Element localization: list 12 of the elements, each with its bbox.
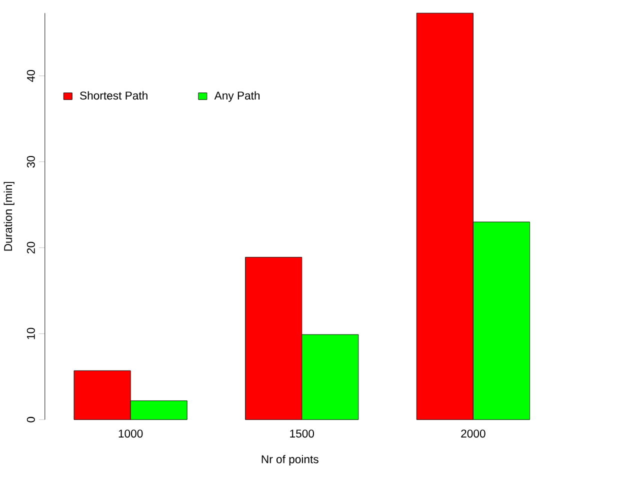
y-tick-label: 0: [26, 417, 35, 423]
legend-label: Any Path: [214, 92, 260, 102]
x-tick-label: 2000: [461, 430, 486, 438]
y-tick-label: 20: [26, 242, 35, 254]
x-tick-label: 1500: [290, 430, 314, 438]
y-tick-label: 30: [26, 156, 35, 168]
x-tick-label: 1000: [118, 430, 143, 438]
y-tick-label: 40: [26, 70, 35, 82]
legend-label: Shortest Path: [80, 92, 148, 100]
y-tick-label: 10: [26, 328, 35, 340]
x-axis-title: Nr of points: [262, 455, 318, 466]
y-axis-title: Duration [min]: [4, 182, 14, 251]
